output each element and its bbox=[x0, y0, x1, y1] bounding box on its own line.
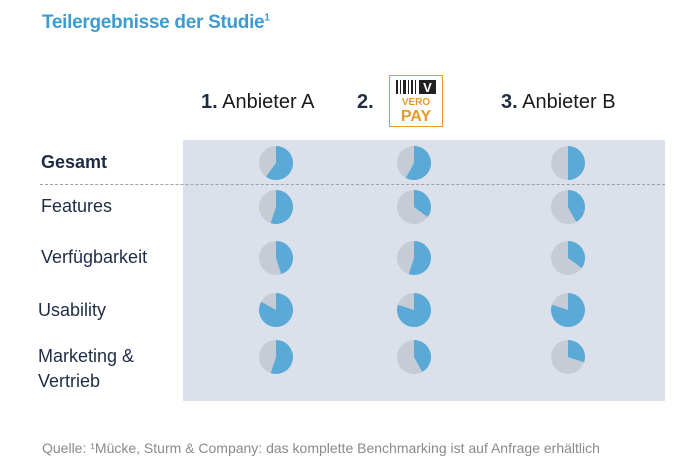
veropay-logo: V VERO PAY bbox=[389, 75, 443, 127]
harvey-ball bbox=[259, 190, 293, 224]
ball-fill bbox=[266, 146, 293, 180]
ball-fill bbox=[270, 340, 293, 374]
harvey-ball bbox=[259, 241, 293, 275]
harvey-ball bbox=[551, 293, 585, 327]
row-label-features: Features bbox=[41, 196, 113, 216]
ball-fill bbox=[414, 190, 431, 217]
provider-name: Anbieter A bbox=[222, 91, 315, 113]
harvey-ball bbox=[551, 340, 585, 374]
svg-text:VERO: VERO bbox=[402, 97, 431, 108]
harvey-ball bbox=[397, 146, 431, 180]
column-header-anbieter-b: 3. Anbieter B bbox=[501, 91, 616, 114]
column-header-veropay: 2. bbox=[357, 91, 374, 114]
title-text: Teilergebnisse der Studie bbox=[42, 12, 265, 33]
ball-fill bbox=[568, 190, 585, 222]
divider bbox=[40, 184, 665, 185]
rank: 1. bbox=[201, 91, 218, 113]
source-note: Quelle: ¹Mücke, Sturm & Company: das kom… bbox=[42, 440, 600, 456]
harvey-ball bbox=[551, 190, 585, 224]
provider-name: Anbieter B bbox=[522, 91, 616, 113]
ball-fill bbox=[276, 241, 293, 275]
harvey-ball bbox=[551, 241, 585, 275]
harvey-ball bbox=[259, 293, 293, 327]
row-label-gesamt: Gesamt bbox=[41, 152, 108, 172]
column-header-anbieter-a: 1. Anbieter A bbox=[201, 91, 314, 114]
ball-fill bbox=[568, 340, 585, 363]
ball-fill bbox=[405, 146, 431, 180]
ball-fill bbox=[259, 293, 293, 327]
footnote-marker: 1 bbox=[264, 12, 270, 24]
page-title: Teilergebnisse der Studie1 bbox=[42, 12, 270, 34]
rank: 3. bbox=[501, 91, 518, 113]
svg-text:PAY: PAY bbox=[401, 108, 432, 125]
ball-fill bbox=[270, 190, 293, 224]
ball-fill bbox=[568, 146, 585, 180]
harvey-ball bbox=[259, 340, 293, 374]
harvey-ball bbox=[397, 340, 431, 374]
ball-fill bbox=[408, 241, 431, 275]
rank: 2. bbox=[357, 91, 374, 113]
row-label-usability: Usability bbox=[38, 300, 107, 320]
ball-fill bbox=[397, 293, 431, 327]
svg-text:V: V bbox=[423, 80, 432, 95]
harvey-ball bbox=[397, 241, 431, 275]
ball-fill bbox=[551, 293, 585, 327]
harvey-ball bbox=[397, 293, 431, 327]
ball-fill bbox=[568, 241, 585, 268]
harvey-ball bbox=[259, 146, 293, 180]
harvey-ball bbox=[397, 190, 431, 224]
row-label-verfuegbarkeit: Verfügbarkeit bbox=[41, 247, 148, 267]
harvey-ball bbox=[551, 146, 585, 180]
row-label-marketing-vertrieb: Marketing & Vertrieb bbox=[38, 346, 135, 391]
ball-fill bbox=[414, 340, 431, 372]
